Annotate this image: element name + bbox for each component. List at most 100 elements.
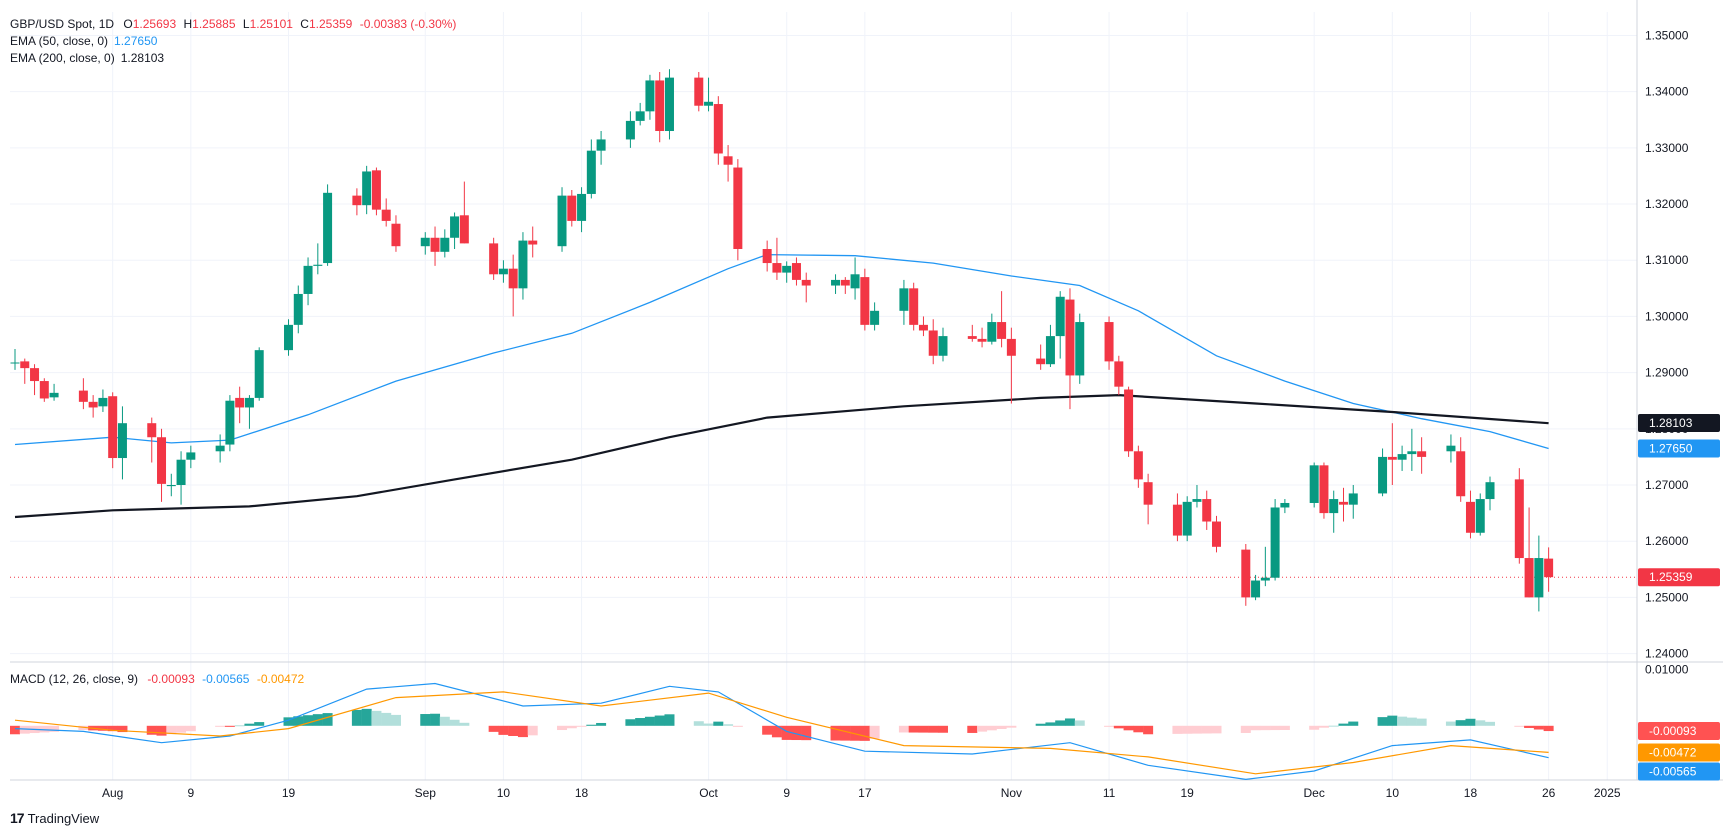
macd-bar <box>322 713 333 726</box>
candle-body <box>762 249 772 264</box>
macd-bar <box>146 725 157 735</box>
time-tick-label: 2025 <box>1594 786 1621 800</box>
candle <box>997 291 1007 348</box>
candle-body <box>1378 456 1388 494</box>
candle-body <box>1036 358 1046 365</box>
candle <box>440 229 450 258</box>
grid <box>10 12 1637 780</box>
candle <box>1143 473 1153 525</box>
macd-bar <box>1045 722 1056 726</box>
candle <box>215 434 225 463</box>
legend-symbol-row: GBP/USD Spot, 1D O1.25693 H1.25885 L1.25… <box>10 16 460 33</box>
change-value: -0.00383 (-0.30%) <box>359 17 457 31</box>
macd-bar <box>176 725 187 733</box>
time-axis: Aug 9 19 Sep 10 18 Oct 9 17 Nov 11 19 Dec 10 18 26 2025 <box>102 786 1621 800</box>
candle-body <box>1075 322 1085 376</box>
candle <box>1378 448 1388 497</box>
candle-body <box>840 279 850 286</box>
candle-body <box>772 263 782 273</box>
macd-badge-signal: -0.00472 <box>1638 743 1720 762</box>
macd-bar <box>254 722 265 726</box>
candle <box>655 72 665 143</box>
candle-body <box>117 423 127 459</box>
candle <box>664 69 674 140</box>
low-value: 1.25101 <box>249 17 293 31</box>
candle <box>371 167 381 216</box>
candle <box>176 451 186 505</box>
candle-body <box>704 101 714 106</box>
macd-bar <box>840 725 851 741</box>
candle <box>840 277 850 294</box>
candle-body <box>1192 499 1202 502</box>
candle <box>1270 499 1280 581</box>
macd-bar <box>1055 720 1066 726</box>
macd-bar <box>1123 725 1134 731</box>
candle <box>762 240 772 272</box>
candle <box>967 324 977 342</box>
candle <box>1387 423 1397 486</box>
candle <box>186 445 196 469</box>
macd-bar <box>1182 725 1193 734</box>
macd-bar <box>185 725 196 732</box>
price-badge-last-text: 1.25359 <box>1649 570 1693 584</box>
candle <box>1514 468 1524 564</box>
macd-tick-label: 0.01000 <box>1645 662 1689 676</box>
price-badge-ema200-bg <box>1638 414 1720 433</box>
price-tick-label: 1.30000 <box>1645 309 1689 323</box>
candle <box>635 102 645 126</box>
open-label: O <box>123 17 133 31</box>
candle-body <box>284 324 294 351</box>
candle <box>157 428 167 502</box>
candle-body <box>39 381 49 399</box>
time-tick-label: Aug <box>102 786 123 800</box>
price-badge-last: 1.25359 <box>1638 568 1720 587</box>
price-tick-label: 1.24000 <box>1645 647 1689 661</box>
macd-bar <box>654 715 665 726</box>
tradingview-brand[interactable]: 17 TradingView <box>10 810 99 826</box>
candle <box>1446 434 1456 463</box>
candle <box>1397 445 1407 471</box>
macd-bar <box>937 725 948 733</box>
price-tick-label: 1.33000 <box>1645 141 1689 155</box>
macd-bar <box>1133 725 1144 733</box>
candle-body <box>30 368 40 382</box>
macd-bar <box>527 725 538 736</box>
macd-bar <box>1348 721 1359 726</box>
macd-bar <box>390 714 401 726</box>
candle <box>791 257 801 286</box>
candle-body <box>938 336 948 356</box>
macd-bar <box>859 725 870 741</box>
candle-body <box>371 170 381 210</box>
legend-ema50-row: EMA (50, close, 0) 1.27650 <box>10 33 157 50</box>
macd-bar <box>1328 725 1339 727</box>
candle-body <box>733 167 743 250</box>
candle <box>1475 493 1485 536</box>
candle-body <box>98 397 108 407</box>
macd-bar <box>1309 725 1320 730</box>
candle-body <box>723 156 733 165</box>
candle <box>1456 437 1466 502</box>
candle-body <box>1172 504 1182 536</box>
candle-body <box>10 362 20 364</box>
candle-body <box>625 120 635 140</box>
time-tick-label: 10 <box>497 786 511 800</box>
candle <box>147 417 157 463</box>
price-badge-ema50: 1.27650 <box>1638 439 1720 458</box>
macd-bar <box>986 725 997 731</box>
candle-body <box>20 361 30 369</box>
macd-bar <box>361 708 372 726</box>
macd-bar <box>508 725 519 736</box>
candle-body <box>1524 558 1534 598</box>
macd-histogram <box>10 708 1554 741</box>
candle <box>1319 462 1329 519</box>
price-badge-ema200: 1.28103 <box>1638 414 1720 433</box>
candle-body <box>323 192 333 264</box>
macd-bar <box>635 718 646 726</box>
candle <box>1045 324 1055 368</box>
macd-bar <box>420 714 431 726</box>
candle <box>977 327 987 348</box>
candle <box>557 187 567 252</box>
candle-body <box>1212 521 1221 547</box>
candle <box>850 257 860 300</box>
